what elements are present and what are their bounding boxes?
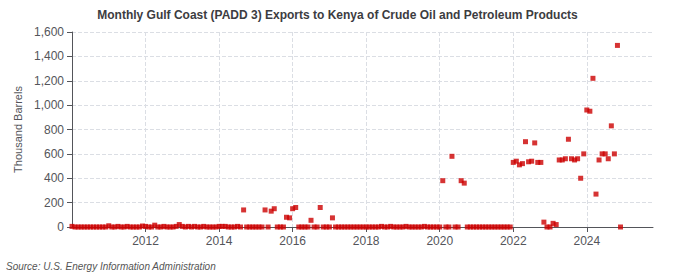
svg-text:2022: 2022 (500, 234, 527, 248)
svg-text:0: 0 (57, 220, 64, 234)
svg-text:2014: 2014 (206, 234, 233, 248)
svg-text:400: 400 (44, 171, 64, 185)
svg-text:1,000: 1,000 (34, 98, 64, 112)
svg-text:Thousand Barrels: Thousand Barrels (12, 86, 24, 173)
svg-text:800: 800 (44, 123, 64, 137)
svg-text:Source: U.S. Energy Informatio: Source: U.S. Energy Information Administ… (6, 261, 216, 272)
svg-text:1,600: 1,600 (34, 25, 64, 39)
svg-text:200: 200 (44, 196, 64, 210)
svg-text:2020: 2020 (426, 234, 453, 248)
svg-text:2012: 2012 (132, 234, 159, 248)
svg-text:1,400: 1,400 (34, 49, 64, 63)
svg-text:2018: 2018 (353, 234, 380, 248)
svg-text:600: 600 (44, 147, 64, 161)
svg-text:Monthly Gulf Coast (PADD 3) Ex: Monthly Gulf Coast (PADD 3) Exports to K… (97, 8, 578, 22)
svg-text:2016: 2016 (279, 234, 306, 248)
svg-text:1,200: 1,200 (34, 74, 64, 88)
svg-text:2024: 2024 (573, 234, 600, 248)
